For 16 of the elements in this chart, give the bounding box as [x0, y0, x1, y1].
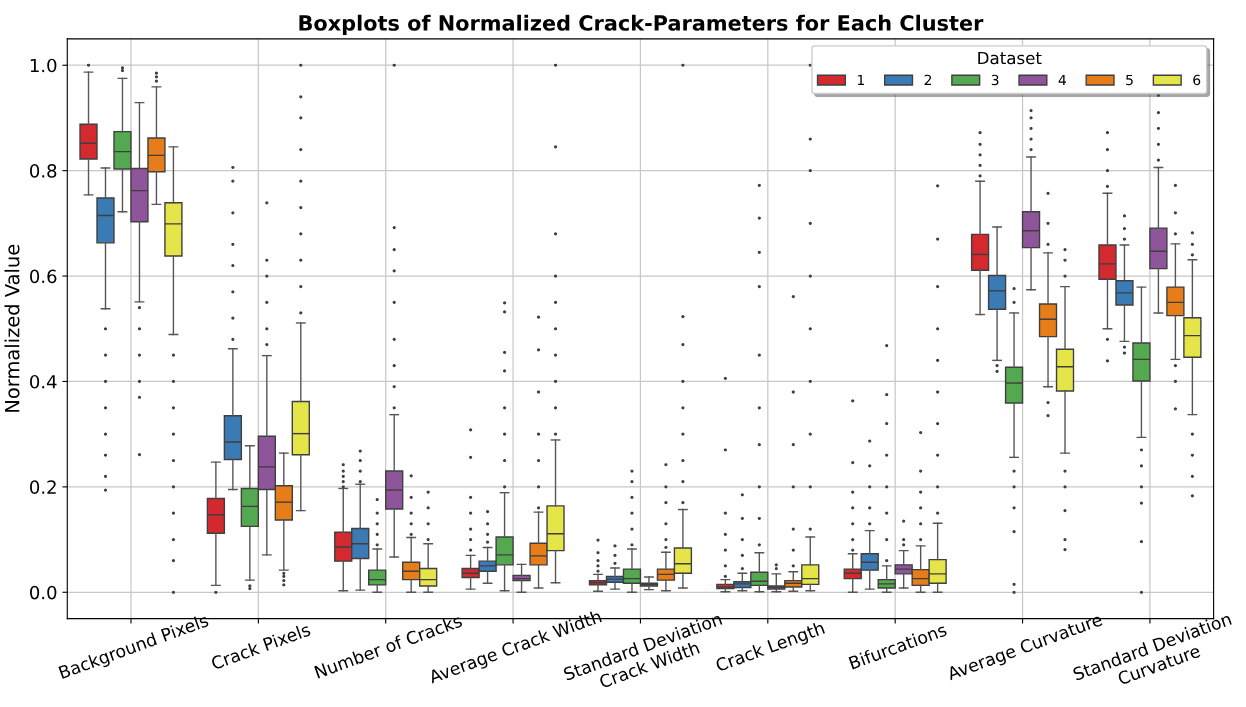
legend-label: 6 [1193, 74, 1201, 86]
x-tick-label: Crack Pixels [210, 622, 312, 671]
legend-title: Dataset [978, 51, 1042, 65]
y-tick-label: 0.2 [30, 480, 56, 494]
y-tick-label: 0.0 [30, 585, 57, 600]
y-tick-label: 0.8 [30, 164, 57, 178]
chart-title: Boxplots of Normalized Crack-Parameters for Each Cluster [299, 14, 984, 35]
y-axis-title: Normalized Value [4, 244, 20, 412]
y-tick-label: 1.0 [30, 58, 57, 73]
legend-label: 3 [991, 74, 999, 86]
legend-label: 5 [1126, 74, 1133, 86]
legend-label: 1 [857, 74, 864, 86]
legend-label: 4 [1058, 74, 1066, 86]
y-tick-label: 0.4 [30, 374, 57, 389]
y-tick-label: 0.6 [30, 269, 57, 284]
legend-label: 2 [924, 74, 932, 86]
